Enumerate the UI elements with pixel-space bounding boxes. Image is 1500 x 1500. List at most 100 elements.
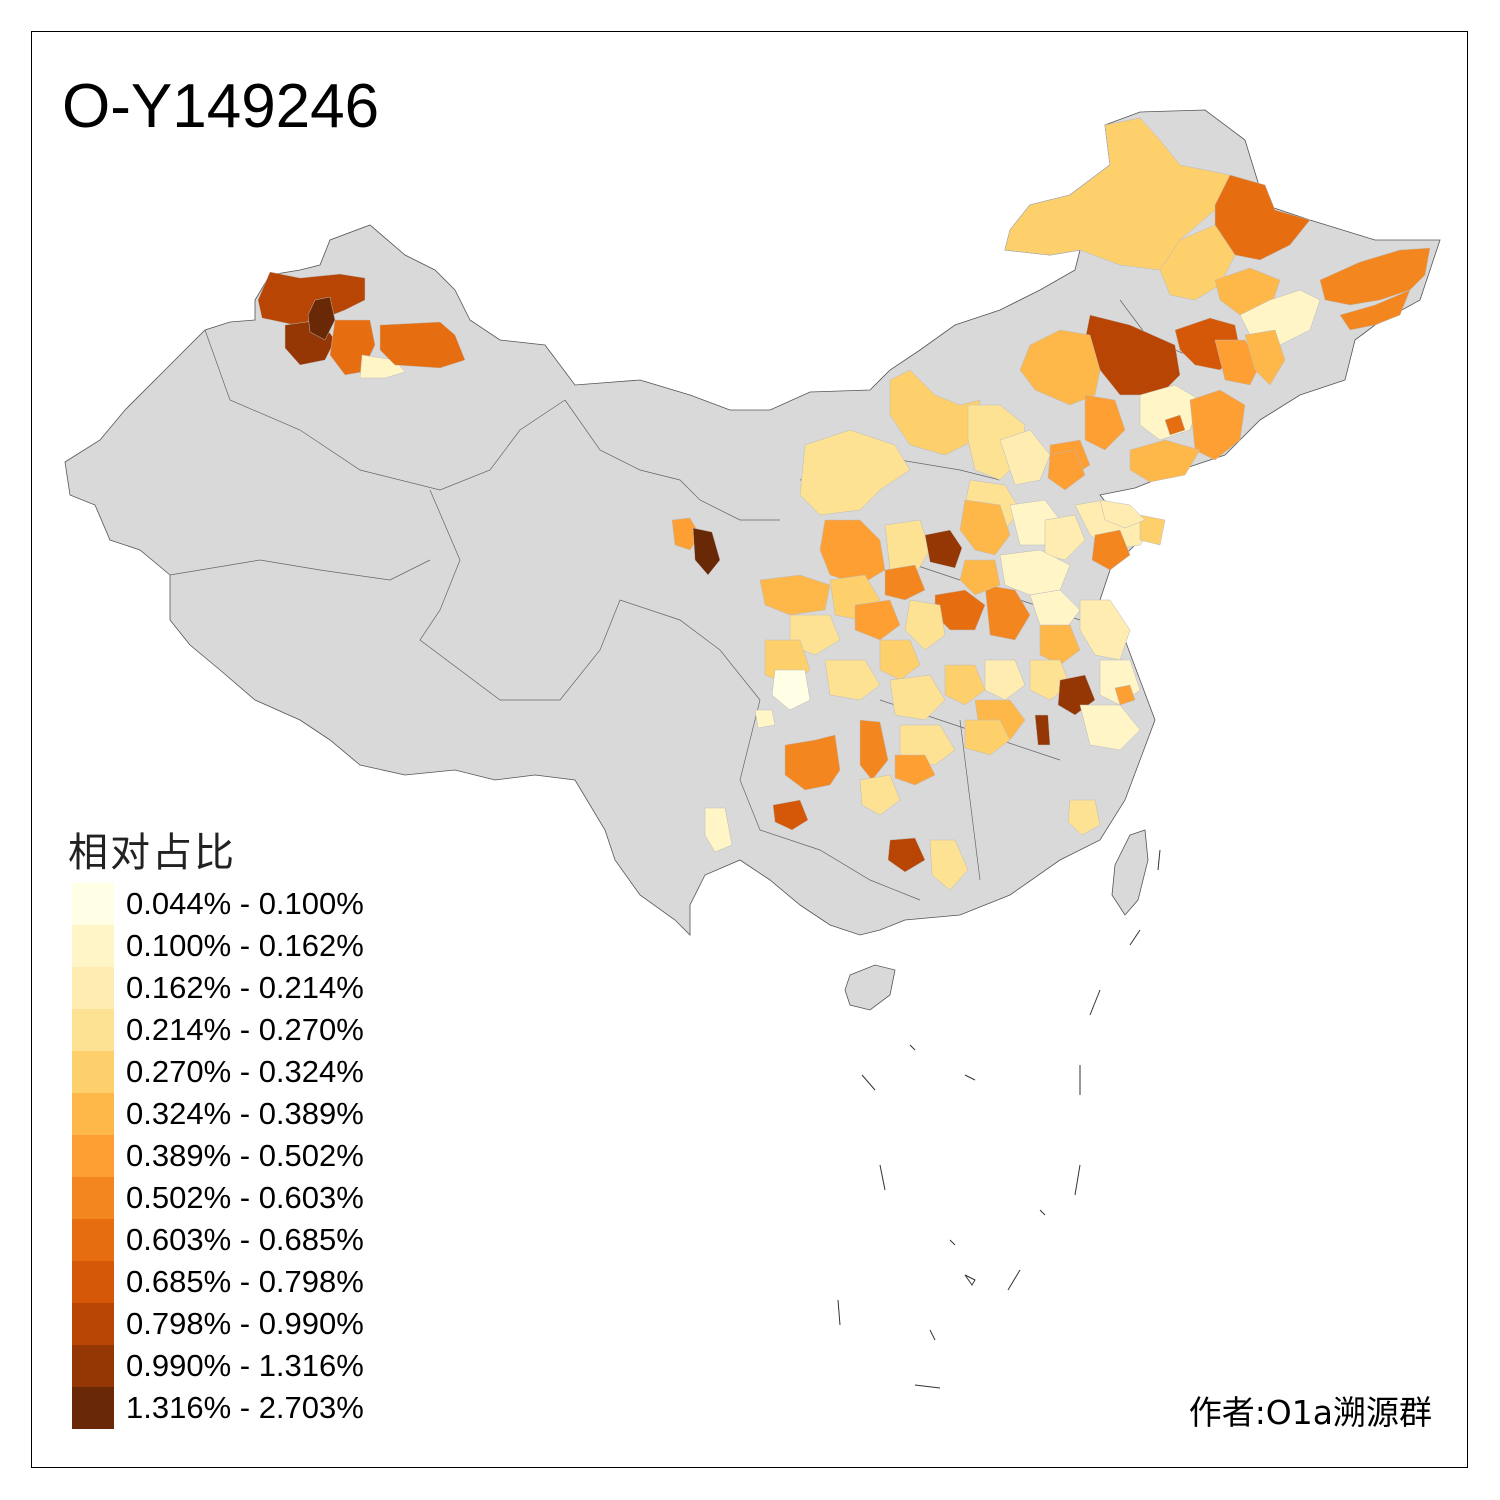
hainan-shape [844, 964, 896, 1011]
legend-item: 0.603% - 0.685% [72, 1219, 364, 1261]
region-liaoning-a [1084, 394, 1126, 451]
region-heihe [1214, 174, 1311, 261]
legend-label: 0.603% - 0.685% [126, 1222, 364, 1257]
legend-swatch [72, 1219, 114, 1261]
region-mudanjiang [1339, 289, 1411, 331]
region-ankang [879, 639, 921, 681]
region-henan-c [904, 599, 946, 651]
region-shandong-d [1029, 589, 1081, 631]
legend-swatch [72, 967, 114, 1009]
region-liaoning-b [1139, 384, 1201, 441]
legend-label: 0.270% - 0.324% [126, 1054, 364, 1089]
legend-item: 0.100% - 0.162% [72, 925, 364, 967]
region-hubei-a [889, 674, 946, 721]
legend-item: 1.316% - 2.703% [72, 1387, 364, 1429]
region-jilin-b [1214, 339, 1261, 386]
region-jiamusi [1319, 247, 1431, 306]
region-karamay-dark [307, 296, 336, 341]
legend-label: 0.100% - 0.162% [126, 928, 364, 963]
legend-label: 0.324% - 0.389% [126, 1096, 364, 1131]
region-sichuan-a [784, 734, 841, 791]
legend-label: 0.798% - 0.990% [126, 1306, 364, 1341]
region-hubei-c [984, 659, 1026, 701]
region-xian [854, 599, 901, 641]
region-cangzhou [1044, 514, 1086, 561]
region-shanxi-b [884, 519, 931, 576]
region-henan-b [984, 584, 1031, 641]
region-beijing-area [1047, 449, 1086, 491]
region-shandong-b [1091, 529, 1131, 571]
region-sichuan-dark [772, 799, 809, 831]
legend-item: 0.990% - 1.316% [72, 1345, 364, 1387]
legend-swatch [72, 1009, 114, 1051]
region-hubei-b [944, 664, 986, 706]
legend-label: 0.502% - 0.603% [126, 1180, 364, 1215]
legend-item: 0.685% - 0.798% [72, 1261, 364, 1303]
map-frame [31, 31, 1468, 1468]
region-guangdong-a [929, 839, 969, 891]
legend-swatch [72, 925, 114, 967]
region-shanxi-a [819, 519, 886, 586]
legend-label: 0.214% - 0.270% [126, 1012, 364, 1047]
legend-label: 0.044% - 0.100% [126, 886, 364, 921]
region-dalian-spot [1164, 414, 1186, 436]
region-hebei-south [959, 499, 1011, 556]
region-gansu-b [771, 669, 811, 711]
legend-item: 0.214% - 0.270% [72, 1009, 364, 1051]
region-liaoning-d [1129, 439, 1201, 483]
region-hunan-a [964, 719, 1011, 756]
legend-item: 0.162% - 0.214% [72, 967, 364, 1009]
region-tacheng [257, 271, 366, 326]
legend-label: 0.389% - 0.502% [126, 1138, 364, 1173]
legend-swatch [72, 1387, 114, 1429]
legend-title: 相对占比 [68, 830, 236, 876]
legend-item: 0.324% - 0.389% [72, 1093, 364, 1135]
legend-item: 0.270% - 0.324% [72, 1051, 364, 1093]
region-shanxi-c [884, 564, 926, 601]
region-jiangxi-dark [1034, 714, 1051, 746]
author-credit: 作者:O1a溯源群 [1188, 1393, 1432, 1432]
map-title: O-Y149246 [62, 72, 380, 141]
legend-swatch [72, 1261, 114, 1303]
region-hanzhong [824, 659, 881, 701]
region-guizhou-a [859, 774, 901, 816]
legend-item: 0.502% - 0.603% [72, 1177, 364, 1219]
region-yinchuan-dark [692, 527, 721, 576]
legend-item: 0.389% - 0.502% [72, 1135, 364, 1177]
region-hami [379, 321, 466, 369]
region-small-west [754, 709, 776, 729]
region-xuzhou [1039, 624, 1081, 666]
legend-item: 0.798% - 0.990% [72, 1303, 364, 1345]
legend-label: 0.685% - 0.798% [126, 1264, 364, 1299]
region-fujian-a [1067, 799, 1101, 836]
region-hulunbuir [1004, 117, 1231, 271]
legend-swatch [72, 1303, 114, 1345]
legend-item: 0.044% - 0.100% [72, 883, 364, 925]
region-luoyang [959, 559, 1001, 596]
legend-label: 0.990% - 1.316% [126, 1348, 364, 1383]
legend-label: 1.316% - 2.703% [126, 1390, 364, 1425]
south-sea-details [837, 849, 1161, 1389]
legend-swatch [72, 1135, 114, 1177]
region-qingdao [1139, 514, 1166, 546]
legend-swatch [72, 1093, 114, 1135]
region-guangxi-dark [887, 837, 926, 873]
region-zhejiang-a [1079, 704, 1141, 751]
legend-swatch [72, 1177, 114, 1219]
legend: 0.044% - 0.100% 0.100% - 0.162% 0.162% - 0… [72, 883, 364, 1429]
region-shanghai-area [1114, 684, 1136, 706]
legend-label: 0.162% - 0.214% [126, 970, 364, 1005]
data-regions [257, 117, 1431, 891]
region-chifeng [1019, 329, 1101, 406]
region-yunnan-a [704, 807, 733, 853]
taiwan-shape [1111, 829, 1149, 916]
legend-swatch [72, 883, 114, 925]
legend-swatch [72, 1051, 114, 1093]
region-wulanchabu [799, 429, 911, 516]
region-taiyuan-dark [924, 529, 963, 569]
legend-swatch [72, 1345, 114, 1387]
region-zhangjiakou [999, 429, 1051, 486]
region-yantai [1099, 499, 1146, 529]
region-chongqing [859, 719, 889, 781]
